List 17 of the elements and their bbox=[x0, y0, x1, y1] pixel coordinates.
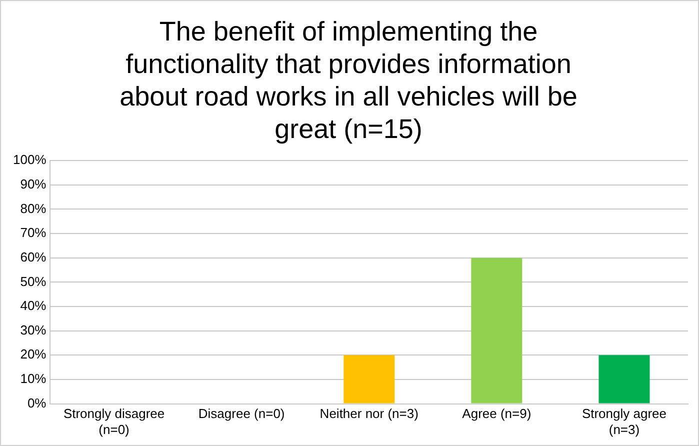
x-tick-label: Disagree (n=0) bbox=[198, 406, 285, 422]
y-tick-label: 100% bbox=[13, 152, 47, 168]
y-tick-label: 80% bbox=[20, 200, 47, 216]
y-tick-label: 60% bbox=[20, 249, 47, 264]
y-tick-label: 20% bbox=[20, 346, 47, 362]
x-tick-label: Agree (n=9) bbox=[462, 406, 532, 422]
y-tick-label: 0% bbox=[27, 395, 47, 410]
y-tick-label: 10% bbox=[20, 371, 47, 386]
x-tick-label: Strongly disagree (n=0) bbox=[63, 406, 165, 437]
x-tick-label: Neither nor (n=3) bbox=[320, 406, 418, 422]
y-tick-label: 70% bbox=[20, 225, 47, 240]
y-tick-label: 40% bbox=[20, 298, 47, 314]
x-tick-label: Strongly agree (n=3) bbox=[582, 406, 667, 437]
y-tick-label: 90% bbox=[20, 176, 47, 192]
chart-title: The benefit of implementing the functionality that provides information about road works in all vehicles will be great (n=15) bbox=[120, 16, 578, 144]
y-tick-label: 30% bbox=[20, 322, 47, 338]
y-tick-label: 50% bbox=[20, 274, 47, 289]
